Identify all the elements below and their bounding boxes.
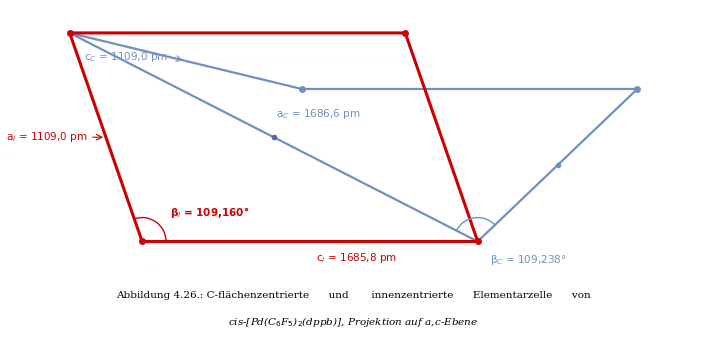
Text: a$_i$ = 1109,0 pm: a$_i$ = 1109,0 pm [6, 130, 88, 144]
Text: β$_i$ = 109,160°: β$_i$ = 109,160° [170, 204, 250, 219]
Text: Abbildung 4.26.: C-flächenzentrierte      und       innenzentrierte      Element: Abbildung 4.26.: C-flächenzentrierte und… [116, 291, 591, 300]
Text: c$_C$ = 1109,0 pm: c$_C$ = 1109,0 pm [84, 50, 168, 64]
Text: β$_C$ = 109,238°: β$_C$ = 109,238° [490, 253, 566, 267]
Text: c$_i$ = 1685,8 pm: c$_i$ = 1685,8 pm [316, 251, 397, 265]
Text: cis-[Pd(C$_6$F$_5$)$_2$(dppb)], Projektion auf a,c-Ebene: cis-[Pd(C$_6$F$_5$)$_2$(dppb)], Projekti… [228, 315, 479, 329]
Text: a$_C$ = 1686,6 pm: a$_C$ = 1686,6 pm [276, 107, 361, 121]
